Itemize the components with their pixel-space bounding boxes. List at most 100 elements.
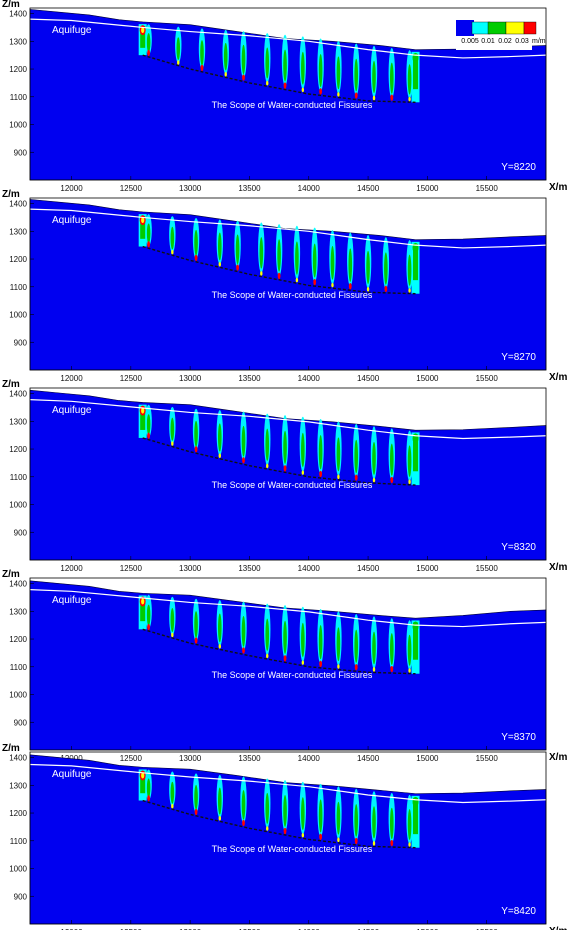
fissure-contour-band bbox=[200, 40, 204, 66]
x-tick-label: 15500 bbox=[476, 184, 499, 193]
fissure-contour-band bbox=[147, 241, 151, 248]
fissure-contour-band bbox=[170, 607, 175, 632]
y-tick-label: 1300 bbox=[9, 417, 27, 426]
fissure-contour-band bbox=[337, 92, 340, 97]
aquifuge-label: Aquifuge bbox=[52, 25, 92, 36]
fissure-contour-band bbox=[218, 816, 221, 821]
color-legend: 0.005 0.01 0.02 0.03 m/m bbox=[456, 20, 546, 50]
fissure-contour-band bbox=[146, 223, 151, 244]
goaf-edge-zone bbox=[413, 622, 419, 660]
fissure-contour-band bbox=[337, 664, 340, 669]
fissure-contour-band bbox=[266, 81, 269, 86]
fissure-contour-band bbox=[147, 623, 151, 631]
fissure-contour-band bbox=[146, 778, 151, 798]
fissure-scope-line bbox=[142, 628, 416, 675]
fissure-scope-label: The Scope of Water-conducted Fissures bbox=[212, 480, 373, 490]
fissure-contour-band bbox=[241, 615, 246, 647]
x-axis-title: X/m bbox=[549, 752, 567, 763]
legend-unit: m/m bbox=[532, 38, 546, 45]
fissure-contour-band bbox=[147, 49, 151, 57]
fissure-contour-band bbox=[283, 620, 287, 655]
fissure-contour-band bbox=[283, 82, 287, 89]
fissure-contour-band bbox=[408, 842, 411, 847]
y-tick-label: 1400 bbox=[9, 580, 27, 589]
goaf-edge-zone bbox=[140, 26, 146, 48]
fissure-contour-band bbox=[301, 622, 305, 658]
fissure-scope-label: The Scope of Water-conducted Fissures bbox=[212, 670, 373, 680]
fissure-contour-band bbox=[177, 60, 180, 65]
fissure-contour-band bbox=[354, 664, 358, 671]
legend-swatch bbox=[523, 21, 537, 35]
fissure-contour-band bbox=[331, 282, 334, 288]
x-tick-label: 12000 bbox=[60, 374, 83, 383]
x-tick-label: 15000 bbox=[416, 928, 439, 930]
fissure-contour-band bbox=[283, 795, 287, 827]
fissure-contour-band bbox=[301, 470, 305, 475]
fissure-contour-band bbox=[265, 428, 270, 461]
model-body bbox=[29, 580, 547, 751]
y-tick-label: 1200 bbox=[9, 65, 27, 74]
goaf-edge-zone bbox=[413, 243, 419, 281]
y-tick-label: 1300 bbox=[9, 37, 27, 46]
goaf-edge-zone bbox=[140, 771, 146, 794]
fissure-contour-band bbox=[171, 632, 174, 638]
x-tick-label: 13000 bbox=[179, 754, 202, 763]
fissure-contour-band bbox=[354, 58, 359, 92]
fissure-contour-band bbox=[265, 792, 270, 824]
fissure-contour-band bbox=[407, 809, 412, 840]
fissure-contour-band bbox=[265, 618, 270, 651]
fissure-contour-band bbox=[372, 95, 376, 101]
fissure-contour-band bbox=[171, 441, 174, 446]
legend-label: 0.03 bbox=[515, 38, 529, 45]
x-tick-label: 14000 bbox=[298, 754, 321, 763]
fissure-contour-band bbox=[301, 87, 305, 93]
fissure-contour-band bbox=[260, 271, 263, 276]
fissure-contour-band bbox=[318, 799, 323, 833]
y-axis-title: Z/m bbox=[2, 569, 20, 580]
fissure-contour-band bbox=[200, 64, 204, 72]
fissure-contour-band bbox=[194, 808, 198, 816]
fissure-contour-band bbox=[242, 74, 245, 81]
fissure-scope-label: The Scope of Water-conducted Fissures bbox=[212, 290, 373, 300]
aquifuge-label: Aquifuge bbox=[52, 769, 92, 780]
fissure-contour-band bbox=[283, 465, 287, 472]
fissure-scope-label: The Scope of Water-conducted Fissures bbox=[212, 100, 373, 110]
x-axis-title: X/m bbox=[549, 926, 567, 930]
fissure-contour-band bbox=[372, 441, 376, 475]
fissure-contour-band bbox=[295, 241, 299, 275]
model-body bbox=[29, 754, 547, 925]
fissure-contour-band bbox=[146, 414, 151, 435]
fissure-contour-band bbox=[348, 248, 353, 282]
x-tick-label: 12500 bbox=[120, 754, 143, 763]
fissure-contour-band bbox=[354, 439, 359, 474]
fissure-contour-band bbox=[266, 653, 269, 659]
y-tick-label: 900 bbox=[14, 148, 28, 157]
x-tick-label: 13000 bbox=[179, 928, 202, 930]
fissure-contour-band bbox=[319, 470, 323, 478]
legend-swatch bbox=[487, 21, 507, 35]
y-tick-label: 1000 bbox=[9, 311, 27, 320]
fissure-contour-band bbox=[337, 837, 340, 843]
y-tick-label: 1100 bbox=[10, 93, 28, 102]
goaf-edge-zone bbox=[141, 217, 145, 224]
fissure-contour-band bbox=[301, 432, 305, 468]
fissure-contour-band bbox=[408, 479, 411, 485]
fissure-contour-band bbox=[301, 660, 305, 665]
section-label: Y=8420 bbox=[501, 906, 536, 917]
goaf-edge-zone bbox=[141, 598, 145, 605]
fissure-contour-band bbox=[283, 827, 287, 835]
x-tick-label: 12000 bbox=[60, 564, 83, 573]
x-axis-title: X/m bbox=[549, 372, 567, 383]
fissure-contour-band bbox=[277, 272, 281, 280]
x-axis-title: X/m bbox=[549, 182, 567, 193]
fissure-contour-band bbox=[194, 445, 198, 453]
x-tick-label: 14500 bbox=[357, 754, 380, 763]
fissure-contour-band bbox=[319, 660, 323, 668]
fissure-contour-band bbox=[337, 474, 340, 480]
y-axis-title: Z/m bbox=[2, 0, 20, 10]
y-tick-label: 1100 bbox=[10, 663, 28, 672]
fissure-contour-band bbox=[194, 420, 198, 447]
fissure-contour-band bbox=[407, 254, 412, 286]
fissure-contour-band bbox=[218, 262, 221, 267]
